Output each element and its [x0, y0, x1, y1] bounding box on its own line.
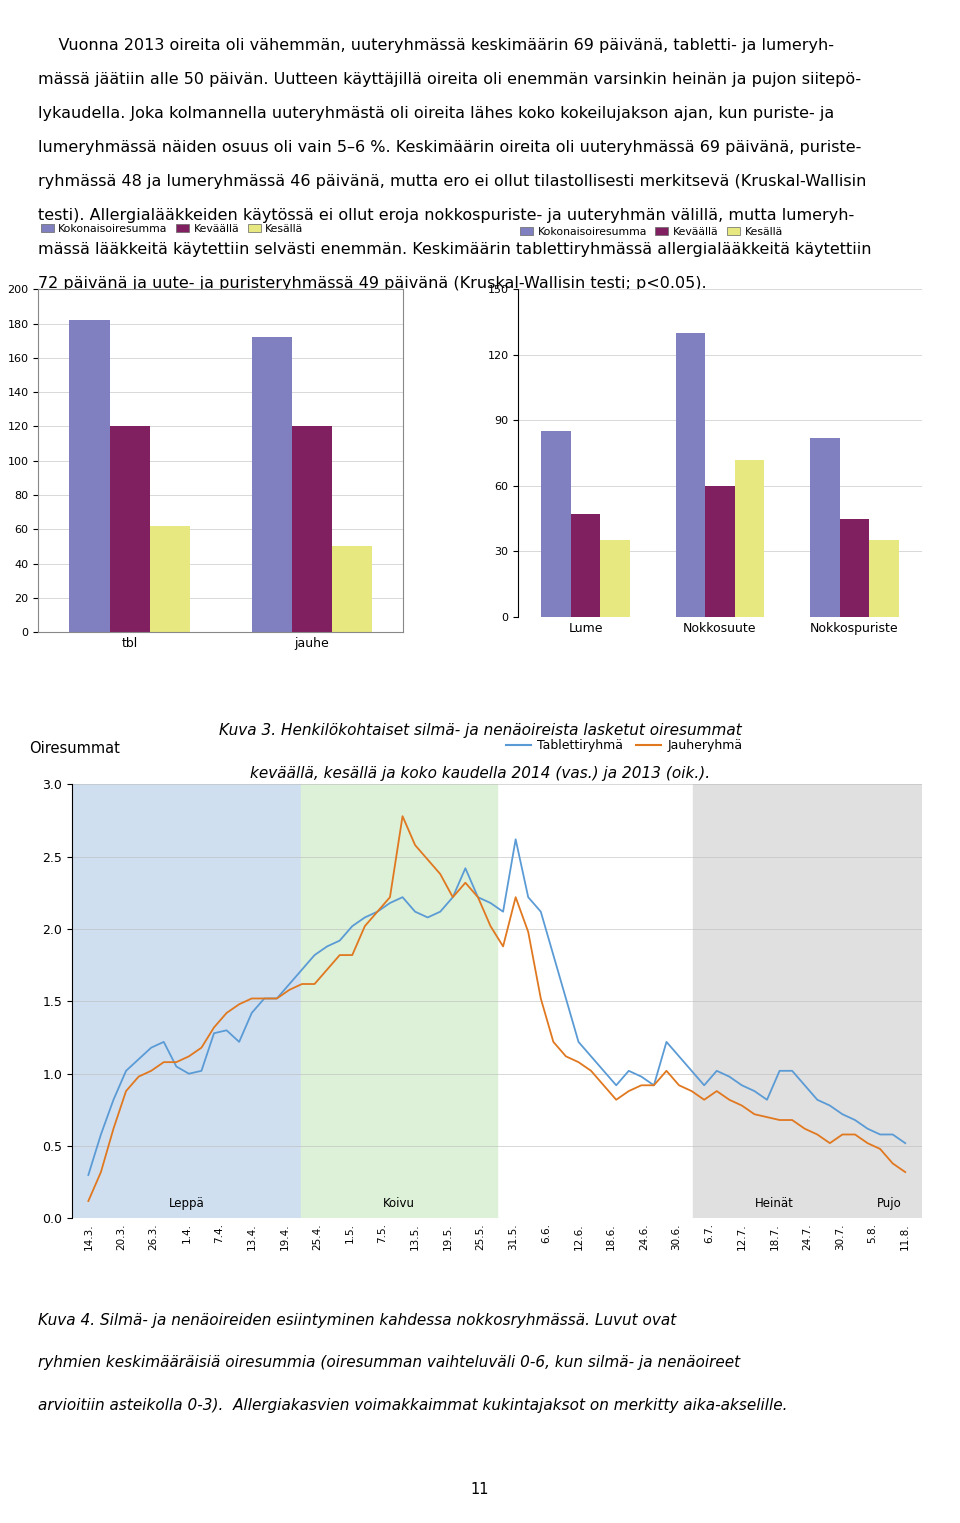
Jauheryhmä: [447, 888, 459, 906]
Bar: [810, 437, 840, 617]
Text: keväällä, kesällä ja koko kaudella 2014 (vas.) ja 2013 (oik.).: keväällä, kesällä ja koko kaudella 2014 …: [250, 766, 710, 781]
Text: Kuva 3. Henkilökohtaiset silmä- ja nenäoireista lasketut oiresummat: Kuva 3. Henkilökohtaiset silmä- ja nenäo…: [219, 723, 741, 739]
Line: Jauheryhmä: Jauheryhmä: [88, 816, 905, 1202]
Line: Tablettiryhmä: Tablettiryhmä: [88, 839, 905, 1176]
Jauheryhmä: [334, 946, 346, 964]
Bar: [109, 426, 150, 632]
Text: Heinät: Heinät: [756, 1197, 794, 1209]
Tablettiryhmä: [334, 932, 346, 950]
Bar: [300, 784, 497, 1218]
Text: Pujo: Pujo: [876, 1197, 901, 1209]
Text: Koivu: Koivu: [383, 1197, 415, 1209]
Tablettiryhmä: [83, 1167, 94, 1185]
Tablettiryhmä: [145, 1039, 156, 1057]
Text: lykaudella. Joka kolmannella uuteryhmästä oli oireita lähes koko kokeilujakson a: lykaudella. Joka kolmannella uuteryhmäst…: [38, 107, 834, 120]
Text: ryhmässä 48 ja lumeryhmässä 46 päivänä, mutta ero ei ollut tilastollisesti merki: ryhmässä 48 ja lumeryhmässä 46 päivänä, …: [38, 174, 867, 189]
Text: ryhmien keskimääräisiä oiresummia (oiresumman vaihteluväli 0-6, kun silmä- ja ne: ryhmien keskimääräisiä oiresummia (oires…: [38, 1355, 740, 1371]
Tablettiryhmä: [900, 1135, 911, 1153]
Bar: [541, 431, 571, 617]
Text: lumeryhmässä näiden osuus oli vain 5–6 %. Keskimäärin oireita oli uuteryhmässä 6: lumeryhmässä näiden osuus oli vain 5–6 %…: [38, 140, 862, 155]
Tablettiryhmä: [850, 1110, 861, 1129]
Legend: Kokonaisoiresumma, Keväällä, Kesällä: Kokonaisoiresumma, Keväällä, Kesällä: [36, 219, 308, 238]
Bar: [600, 541, 630, 617]
Bar: [292, 426, 332, 632]
Bar: [332, 547, 372, 632]
Text: mässä lääkkeitä käytettiin selvästi enemmän. Keskimäärin tablettiryhmässä allerg: mässä lääkkeitä käytettiin selvästi enem…: [38, 242, 872, 257]
Tablettiryhmä: [510, 830, 521, 848]
Bar: [693, 784, 856, 1218]
Jauheryhmä: [396, 807, 408, 825]
Tablettiryhmä: [283, 975, 295, 993]
Text: Leppä: Leppä: [169, 1197, 204, 1209]
Jauheryhmä: [83, 1193, 94, 1211]
Text: 11: 11: [470, 1482, 490, 1497]
Jauheryhmä: [850, 1125, 861, 1144]
Text: 72 päivänä ja uute- ja puristeryhmässä 49 päivänä (Kruskal-Wallisin testi; p<0.0: 72 päivänä ja uute- ja puristeryhmässä 4…: [38, 276, 707, 291]
Bar: [72, 784, 300, 1218]
Jauheryhmä: [145, 1062, 156, 1080]
Bar: [571, 515, 600, 617]
Legend: Kokonaisoiresumma, Keväällä, Kesällä: Kokonaisoiresumma, Keväällä, Kesällä: [516, 222, 787, 242]
Tablettiryhmä: [435, 903, 446, 921]
Text: Kuva 4. Silmä- ja nenäoireiden esiintyminen kahdessa nokkosryhmässä. Luvut ovat: Kuva 4. Silmä- ja nenäoireiden esiintymi…: [38, 1313, 677, 1328]
Bar: [869, 541, 899, 617]
Bar: [676, 334, 706, 617]
Bar: [252, 338, 292, 632]
Text: mässä jäätiin alle 50 päivän. Uutteen käyttäjillä oireita oli enemmän varsinkin : mässä jäätiin alle 50 päivän. Uutteen kä…: [38, 72, 861, 87]
Tablettiryhmä: [736, 1077, 748, 1095]
Bar: [734, 460, 764, 617]
Jauheryhmä: [900, 1164, 911, 1182]
Bar: [69, 320, 109, 632]
Jauheryhmä: [736, 1097, 748, 1115]
Text: testi). Allergialääkkeiden käytössä ei ollut eroja nokkospuriste- ja uuteryhmän : testi). Allergialääkkeiden käytössä ei o…: [38, 209, 854, 222]
Text: Oiresummat: Oiresummat: [30, 742, 120, 755]
Bar: [150, 525, 190, 632]
Bar: [840, 519, 869, 617]
Jauheryhmä: [283, 981, 295, 999]
Bar: [706, 486, 734, 617]
Bar: [856, 784, 922, 1218]
Legend: Tablettiryhmä, Jauheryhmä: Tablettiryhmä, Jauheryhmä: [501, 734, 747, 757]
Text: Vuonna 2013 oireita oli vähemmän, uuteryhmässä keskimäärin 69 päivänä, tabletti-: Vuonna 2013 oireita oli vähemmän, uutery…: [38, 38, 834, 53]
Text: arvioitiin asteikolla 0-3).  Allergiakasvien voimakkaimmat kukintajaksot on merk: arvioitiin asteikolla 0-3). Allergiakasv…: [38, 1398, 788, 1413]
